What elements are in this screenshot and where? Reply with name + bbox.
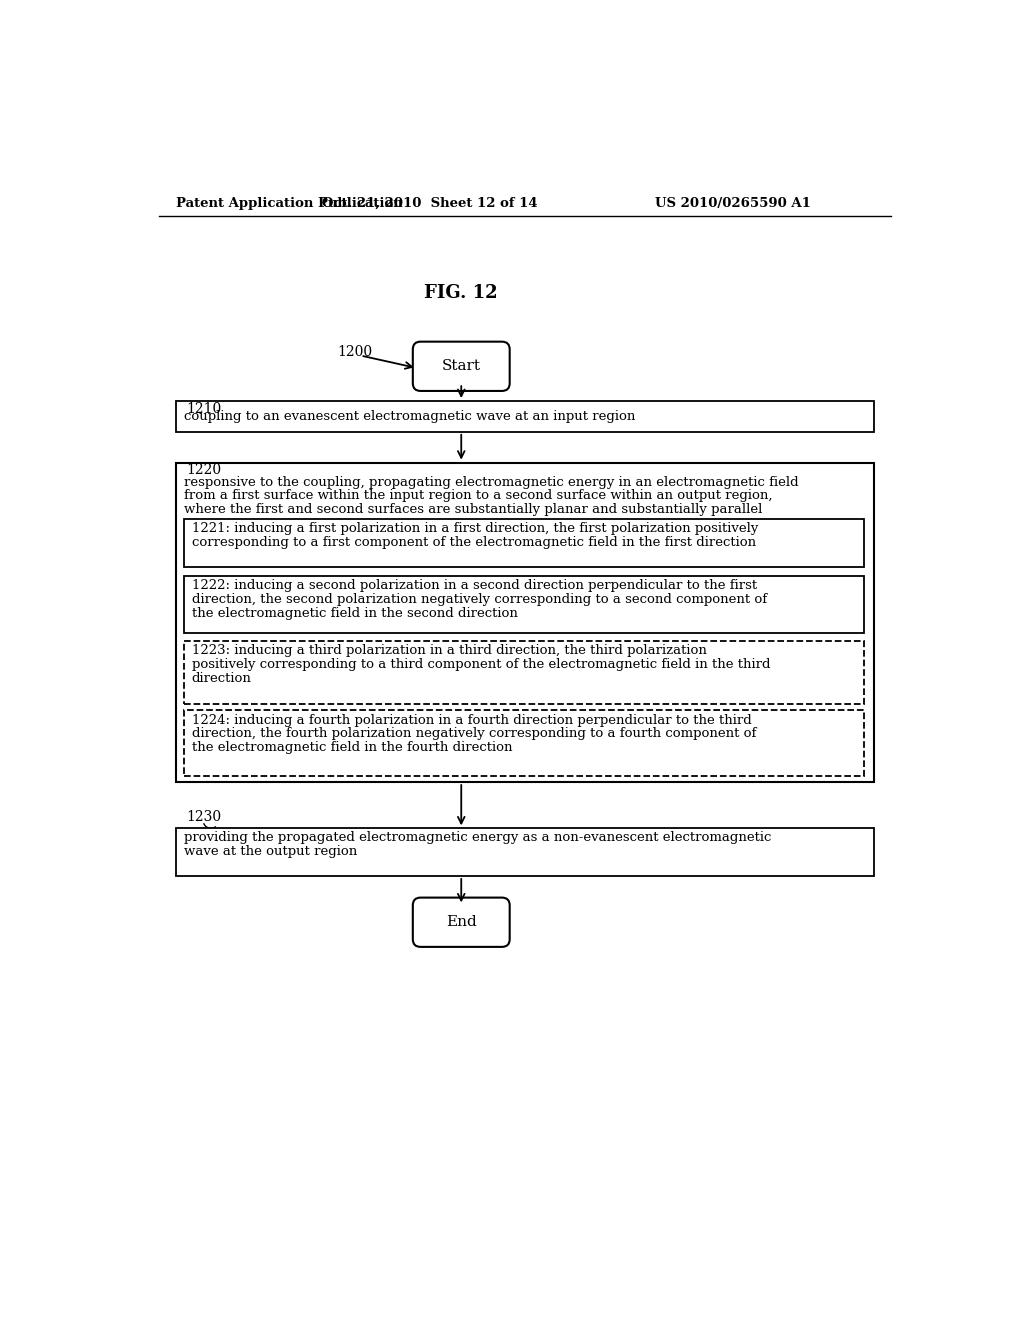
Text: direction, the second polarization negatively corresponding to a second componen: direction, the second polarization negat… bbox=[191, 593, 767, 606]
Text: wave at the output region: wave at the output region bbox=[183, 845, 357, 858]
Text: 1223: inducing a third polarization in a third direction, the third polarization: 1223: inducing a third polarization in a… bbox=[191, 644, 707, 657]
Text: positively corresponding to a third component of the electromagnetic field in th: positively corresponding to a third comp… bbox=[191, 659, 770, 671]
Text: 1222: inducing a second polarization in a second direction perpendicular to the : 1222: inducing a second polarization in … bbox=[191, 579, 757, 591]
Text: direction, the fourth polarization negatively corresponding to a fourth componen: direction, the fourth polarization negat… bbox=[191, 727, 756, 741]
Bar bbox=[183, 642, 864, 705]
Bar bbox=[183, 519, 864, 566]
FancyBboxPatch shape bbox=[413, 898, 510, 946]
Text: where the first and second surfaces are substantially planar and substantially p: where the first and second surfaces are … bbox=[183, 503, 762, 516]
Bar bbox=[176, 401, 873, 432]
Bar bbox=[176, 829, 873, 876]
Text: 1221: inducing a first polarization in a first direction, the first polarization: 1221: inducing a first polarization in a… bbox=[191, 521, 758, 535]
Text: US 2010/0265590 A1: US 2010/0265590 A1 bbox=[655, 197, 811, 210]
Bar bbox=[176, 462, 873, 781]
Text: FIG. 12: FIG. 12 bbox=[424, 284, 498, 302]
Text: responsive to the coupling, propagating electromagnetic energy in an electromagn: responsive to the coupling, propagating … bbox=[183, 475, 799, 488]
Text: Oct. 21, 2010  Sheet 12 of 14: Oct. 21, 2010 Sheet 12 of 14 bbox=[323, 197, 538, 210]
Text: 1230: 1230 bbox=[186, 809, 221, 824]
Text: from a first surface within the input region to a second surface within an outpu: from a first surface within the input re… bbox=[183, 490, 772, 503]
Text: Patent Application Publication: Patent Application Publication bbox=[176, 197, 402, 210]
Bar bbox=[183, 576, 864, 634]
Text: providing the propagated electromagnetic energy as a non-evanescent electromagne: providing the propagated electromagnetic… bbox=[183, 832, 771, 845]
Text: the electromagnetic field in the fourth direction: the electromagnetic field in the fourth … bbox=[191, 742, 512, 754]
Text: corresponding to a first component of the electromagnetic field in the first dir: corresponding to a first component of th… bbox=[191, 536, 756, 549]
Text: 1224: inducing a fourth polarization in a fourth direction perpendicular to the : 1224: inducing a fourth polarization in … bbox=[191, 714, 752, 726]
Text: 1210: 1210 bbox=[186, 401, 221, 416]
Text: Start: Start bbox=[441, 359, 480, 374]
Text: 1200: 1200 bbox=[337, 346, 373, 359]
Text: the electromagnetic field in the second direction: the electromagnetic field in the second … bbox=[191, 607, 517, 619]
Text: End: End bbox=[445, 915, 476, 929]
Text: 1220: 1220 bbox=[186, 463, 221, 478]
Bar bbox=[183, 710, 864, 776]
Text: coupling to an evanescent electromagnetic wave at an input region: coupling to an evanescent electromagneti… bbox=[183, 409, 635, 422]
Text: direction: direction bbox=[191, 672, 252, 685]
FancyBboxPatch shape bbox=[413, 342, 510, 391]
